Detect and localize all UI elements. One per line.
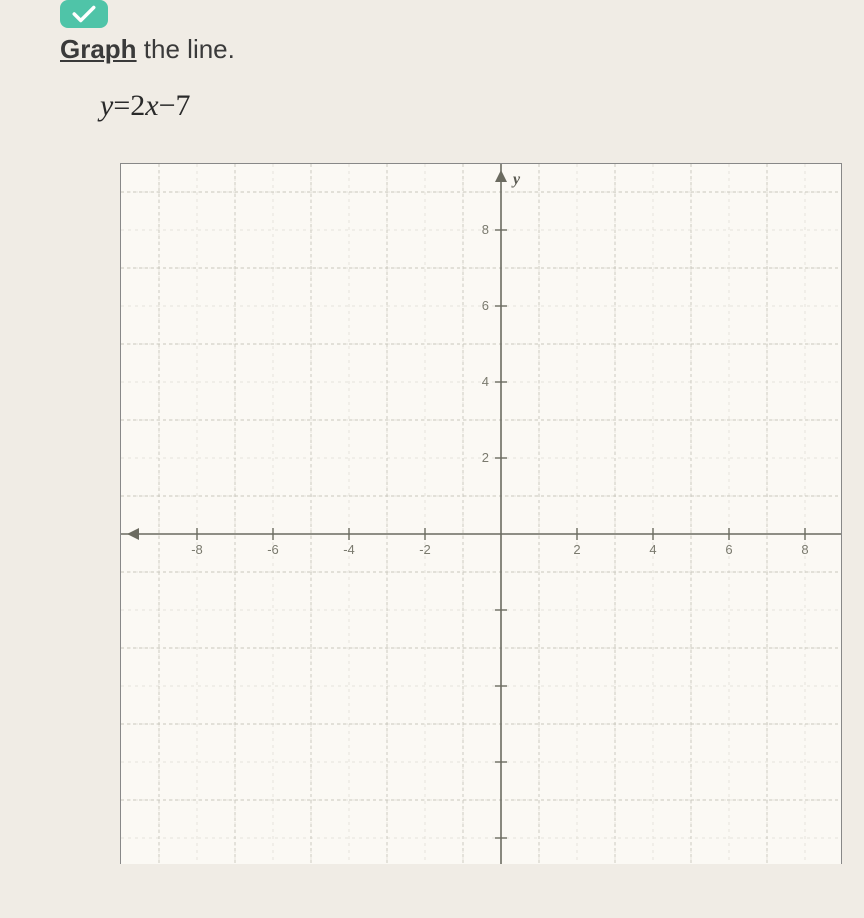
equation-eq: = <box>113 89 130 122</box>
svg-text:y: y <box>511 171 521 188</box>
equation-rhs-var: x <box>145 89 158 122</box>
instruction-text: Graph the line. <box>60 34 864 65</box>
svg-text:6: 6 <box>725 542 732 557</box>
svg-text:-4: -4 <box>343 542 355 557</box>
svg-text:2: 2 <box>482 450 489 465</box>
equation-const: 7 <box>176 89 191 122</box>
instruction-rest: the line. <box>137 34 235 64</box>
svg-text:4: 4 <box>482 374 489 389</box>
svg-text:8: 8 <box>482 222 489 237</box>
check-icon <box>71 4 97 24</box>
correct-badge <box>60 0 108 28</box>
equation-coef: 2 <box>130 89 145 122</box>
equation-lhs-var: y <box>100 89 113 122</box>
svg-text:-6: -6 <box>267 542 279 557</box>
svg-text:2: 2 <box>573 542 580 557</box>
svg-text:4: 4 <box>649 542 656 557</box>
svg-text:8: 8 <box>801 542 808 557</box>
svg-text:-8: -8 <box>191 542 203 557</box>
svg-text:6: 6 <box>482 298 489 313</box>
graph-canvas[interactable]: -8 -6 -4 -2 2 4 6 8 2 4 6 8 y <box>120 163 842 864</box>
coordinate-grid[interactable]: -8 -6 -4 -2 2 4 6 8 2 4 6 8 y <box>121 164 841 864</box>
equation-text: y=2x−7 <box>100 89 864 123</box>
instruction-link-word[interactable]: Graph <box>60 34 137 64</box>
svg-text:-2: -2 <box>419 542 431 557</box>
equation-op: − <box>159 89 176 122</box>
